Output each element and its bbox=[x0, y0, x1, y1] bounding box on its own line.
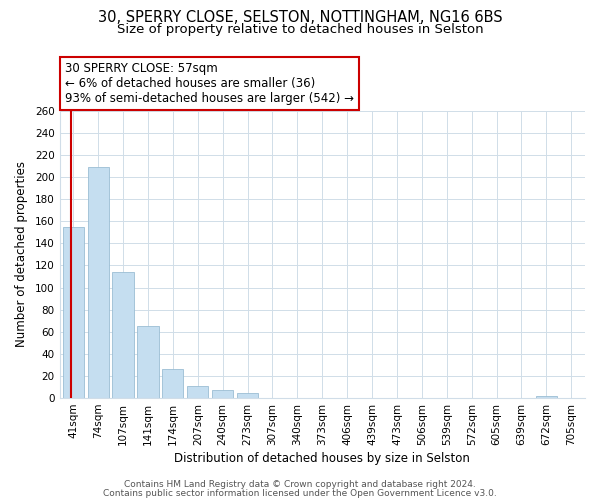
Bar bbox=[187, 386, 208, 398]
Bar bbox=[62, 227, 84, 398]
Text: Size of property relative to detached houses in Selston: Size of property relative to detached ho… bbox=[116, 22, 484, 36]
Text: Contains HM Land Registry data © Crown copyright and database right 2024.: Contains HM Land Registry data © Crown c… bbox=[124, 480, 476, 489]
Bar bbox=[88, 167, 109, 398]
Bar bbox=[162, 370, 184, 398]
Bar bbox=[112, 272, 134, 398]
Bar bbox=[536, 396, 557, 398]
Text: 30, SPERRY CLOSE, SELSTON, NOTTINGHAM, NG16 6BS: 30, SPERRY CLOSE, SELSTON, NOTTINGHAM, N… bbox=[98, 10, 502, 25]
Text: Contains public sector information licensed under the Open Government Licence v3: Contains public sector information licen… bbox=[103, 488, 497, 498]
X-axis label: Distribution of detached houses by size in Selston: Distribution of detached houses by size … bbox=[175, 452, 470, 465]
Bar bbox=[137, 326, 158, 398]
Bar bbox=[237, 392, 258, 398]
Y-axis label: Number of detached properties: Number of detached properties bbox=[15, 162, 28, 348]
Text: 30 SPERRY CLOSE: 57sqm
← 6% of detached houses are smaller (36)
93% of semi-deta: 30 SPERRY CLOSE: 57sqm ← 6% of detached … bbox=[65, 62, 354, 105]
Bar bbox=[212, 390, 233, 398]
